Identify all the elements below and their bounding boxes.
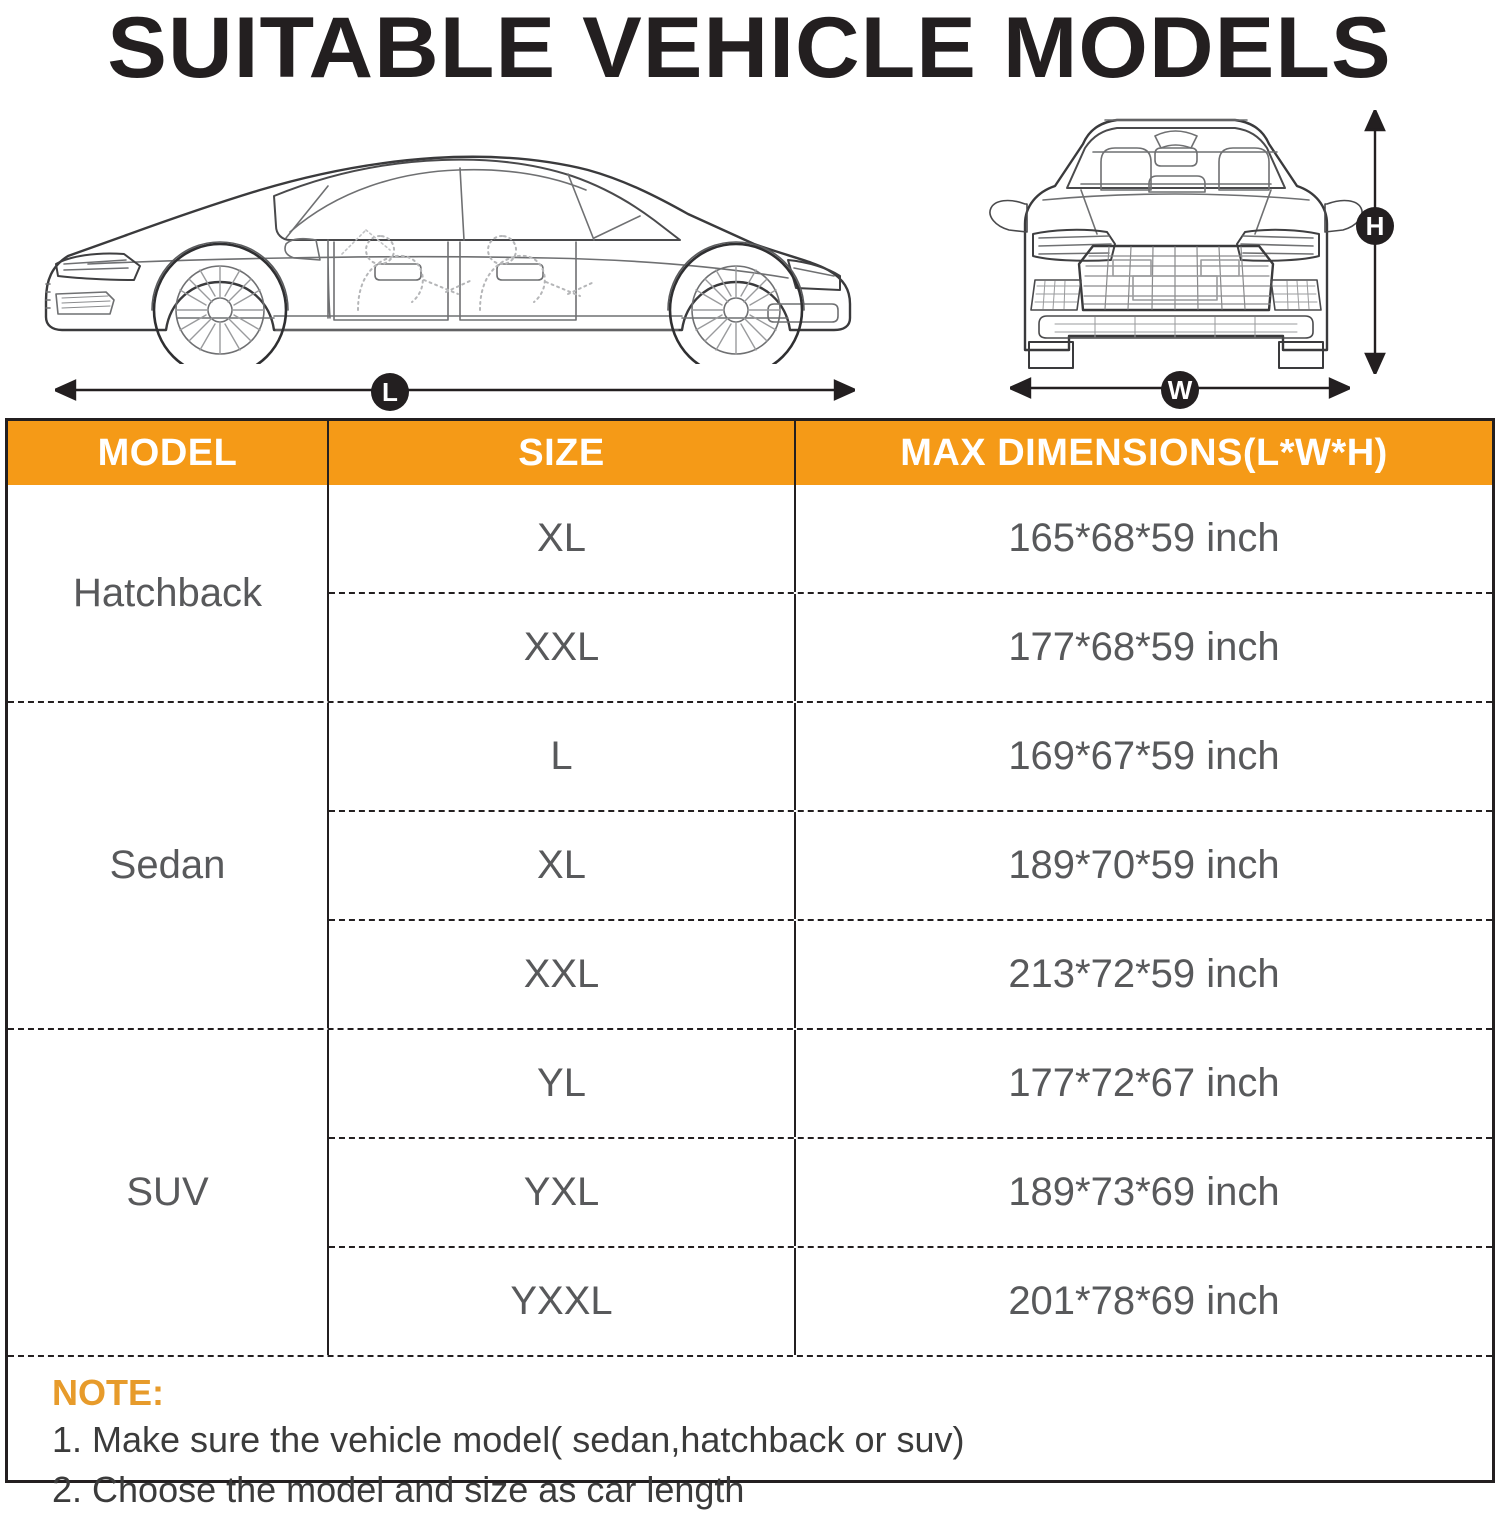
column-header-model: MODEL xyxy=(8,421,329,485)
cell-size: YXL xyxy=(329,1139,796,1246)
cell-size: L xyxy=(329,703,796,810)
cell-dimensions: 165*68*59 inch xyxy=(1008,516,1280,560)
cell-dimensions: 201*78*69 inch xyxy=(1008,1279,1280,1323)
note-title: NOTE: xyxy=(52,1372,164,1413)
note-line-1: 1. Make sure the vehicle model( sedan,ha… xyxy=(52,1419,965,1460)
cell-dimensions: 169*67*59 inch xyxy=(1008,734,1280,778)
cell-dimensions: 177*68*59 inch xyxy=(1008,625,1280,669)
cell-size: XL xyxy=(329,812,796,919)
column-header-size: SIZE xyxy=(329,421,796,485)
cell-size: XL xyxy=(329,485,796,592)
group-label-suv: SUV xyxy=(8,1030,329,1355)
table-group-sedan: Sedan L 169*67*59 inch XL 189*70*59 inch… xyxy=(8,703,1492,1030)
table-row: XXL 177*68*59 inch xyxy=(329,594,1492,701)
cell-dimensions: 213*72*59 inch xyxy=(1008,952,1280,996)
vehicle-size-table: MODEL SIZE MAX DIMENSIONS(L*W*H) Hatchba… xyxy=(5,418,1495,1510)
length-dimension-arrow xyxy=(55,379,855,401)
cell-size: XXL xyxy=(329,921,796,1028)
table-group-hatchback: Hatchback XL 165*68*59 inch XXL 177*68*5… xyxy=(8,485,1492,703)
length-badge: L xyxy=(371,373,409,411)
note-section: NOTE: 1. Make sure the vehicle model( se… xyxy=(8,1357,1492,1515)
cell-dimensions: 189*70*59 inch xyxy=(1008,843,1280,887)
group-label-sedan: Sedan xyxy=(8,703,329,1028)
height-badge: H xyxy=(1356,207,1394,245)
table-row: XXL 213*72*59 inch xyxy=(329,921,1492,1028)
page-title: SUITABLE VEHICLE MODELS xyxy=(107,0,1393,96)
table-header-row: MODEL SIZE MAX DIMENSIONS(L*W*H) xyxy=(8,421,1492,485)
table-row: L 169*67*59 inch xyxy=(329,703,1492,812)
cell-size: XXL xyxy=(329,594,796,701)
cell-dimensions: 189*73*69 inch xyxy=(1008,1170,1280,1214)
group-label-hatchback: Hatchback xyxy=(8,485,329,701)
illustration-band: L W H xyxy=(0,96,1500,416)
sedan-front-view-icon xyxy=(989,118,1363,369)
table-row: YL 177*72*67 inch xyxy=(329,1030,1492,1139)
table-row: YXL 189*73*69 inch xyxy=(329,1139,1492,1248)
sedan-side-view-icon xyxy=(44,155,852,364)
table-row: XL 189*70*59 inch xyxy=(329,812,1492,921)
cell-size: YXXL xyxy=(329,1248,796,1355)
column-header-max-dimensions: MAX DIMENSIONS(L*W*H) xyxy=(900,432,1388,474)
width-badge: W xyxy=(1161,371,1199,409)
table-row: YXXL 201*78*69 inch xyxy=(329,1248,1492,1355)
table-group-suv: SUV YL 177*72*67 inch YXL 189*73*69 inch… xyxy=(8,1030,1492,1357)
table-body: Hatchback XL 165*68*59 inch XXL 177*68*5… xyxy=(8,485,1492,1515)
table-row: XL 165*68*59 inch xyxy=(329,485,1492,594)
cell-dimensions: 177*72*67 inch xyxy=(1008,1061,1280,1105)
page-title-container: SUITABLE VEHICLE MODELS xyxy=(0,0,1500,96)
note-line-2: 2. Choose the model and size as car leng… xyxy=(52,1469,745,1510)
cell-size: YL xyxy=(329,1030,796,1137)
